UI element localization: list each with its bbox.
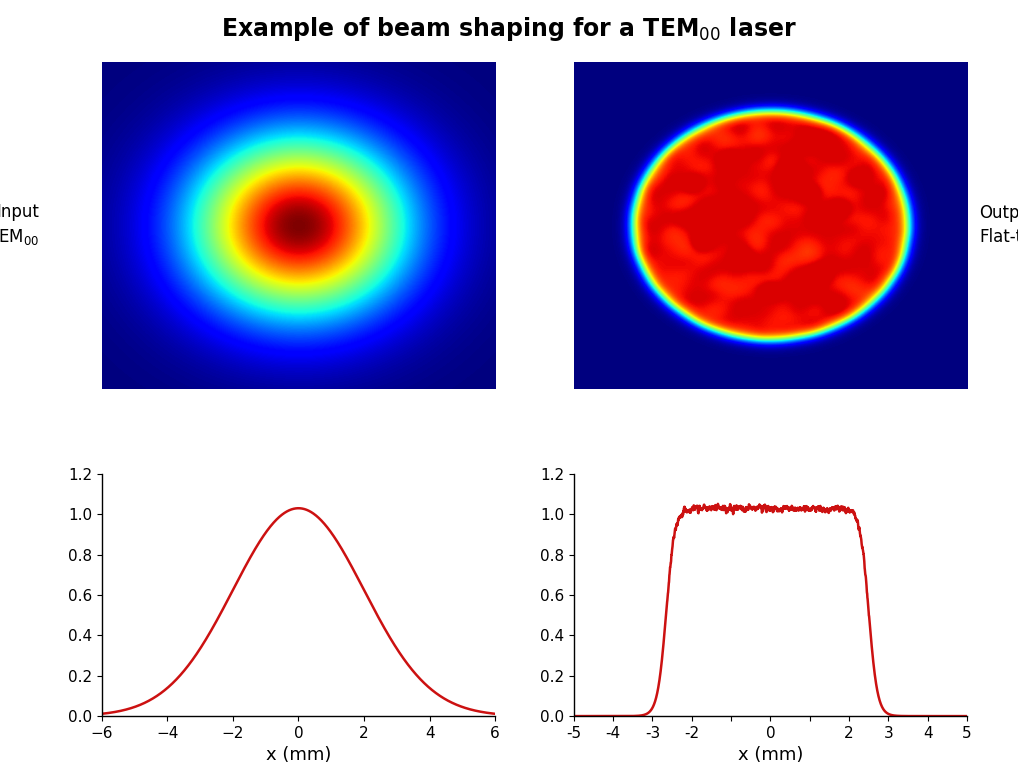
Text: Output
Flat-top: Output Flat-top	[979, 204, 1018, 246]
X-axis label: x (mm): x (mm)	[266, 746, 331, 765]
Text: Input
TEM$_{00}$: Input TEM$_{00}$	[0, 203, 39, 247]
X-axis label: x (mm): x (mm)	[738, 746, 803, 765]
Text: Example of beam shaping for a TEM$_{00}$ laser: Example of beam shaping for a TEM$_{00}$…	[221, 15, 797, 43]
